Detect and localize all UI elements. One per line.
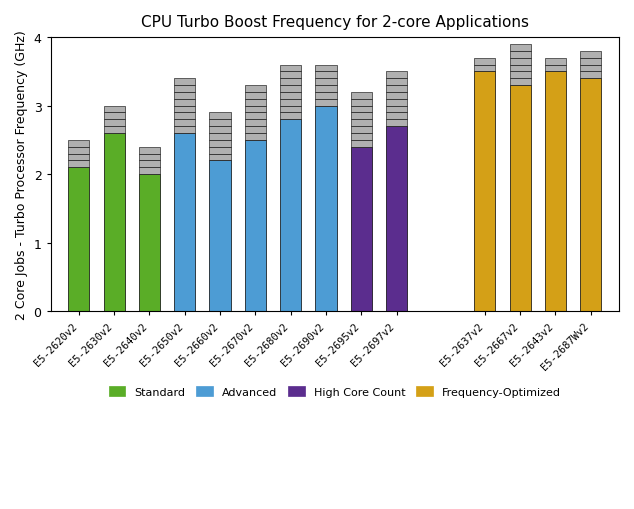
Bar [545,72,566,312]
Bar [174,113,195,120]
Bar [580,52,601,59]
Bar [68,161,89,168]
Bar [386,113,407,120]
Bar [386,120,407,127]
Bar [386,93,407,100]
Bar [139,148,160,154]
Bar [68,168,89,312]
Bar [580,72,601,79]
Bar [209,154,231,161]
Bar [209,161,231,312]
Bar [351,127,372,134]
Bar [174,86,195,93]
Bar [209,140,231,148]
Bar [174,127,195,134]
Bar [280,93,301,100]
Bar [580,59,601,65]
Bar [139,154,160,161]
Bar [139,161,160,168]
Bar [174,134,195,312]
Bar [474,59,495,65]
Bar [280,106,301,113]
Bar [510,45,531,52]
Bar [245,86,266,93]
Bar [280,65,301,72]
Bar [351,93,372,100]
Bar [351,106,372,113]
Bar [315,86,337,93]
Bar [545,59,566,65]
Bar [580,79,601,312]
Bar [351,100,372,106]
Bar [209,120,231,127]
Bar [386,106,407,113]
Bar [510,65,531,72]
Bar [510,52,531,59]
Bar [103,106,125,113]
Bar [351,140,372,148]
Bar [103,120,125,127]
Bar [510,79,531,86]
Bar [174,93,195,100]
Bar [245,134,266,140]
Bar [174,106,195,113]
Bar [510,59,531,65]
Bar [139,175,160,312]
Bar [386,72,407,79]
Bar [474,72,495,312]
Bar [351,134,372,140]
Bar [315,106,337,312]
Bar [545,65,566,72]
Bar [139,168,160,175]
Bar [351,113,372,120]
Bar [280,120,301,312]
Bar [510,72,531,79]
Bar [351,148,372,312]
Bar [68,148,89,154]
Bar [245,140,266,312]
Bar [315,100,337,106]
Bar [280,113,301,120]
Bar [245,106,266,113]
Bar [474,65,495,72]
Bar [68,140,89,148]
Bar [315,79,337,86]
Bar [315,65,337,72]
Bar [280,100,301,106]
Bar [386,127,407,312]
Bar [209,113,231,120]
Bar [103,127,125,134]
Bar [280,72,301,79]
Bar [580,65,601,72]
Legend: Standard, Advanced, High Core Count, Frequency-Optimized: Standard, Advanced, High Core Count, Fre… [104,382,566,402]
Bar [245,113,266,120]
Bar [103,134,125,312]
Bar [351,120,372,127]
Bar [209,134,231,140]
Bar [174,79,195,86]
Bar [280,79,301,86]
Bar [174,100,195,106]
Bar [68,154,89,161]
Bar [209,127,231,134]
Bar [386,79,407,86]
Bar [245,100,266,106]
Bar [315,93,337,100]
Bar [280,86,301,93]
Bar [174,120,195,127]
Bar [386,86,407,93]
Bar [510,86,531,312]
Y-axis label: 2 Core Jobs - Turbo Processor Frequency (GHz): 2 Core Jobs - Turbo Processor Frequency … [15,30,28,319]
Bar [386,100,407,106]
Bar [245,93,266,100]
Bar [315,72,337,79]
Bar [103,113,125,120]
Bar [209,148,231,154]
Title: CPU Turbo Boost Frequency for 2-core Applications: CPU Turbo Boost Frequency for 2-core App… [141,15,529,30]
Bar [245,120,266,127]
Bar [245,127,266,134]
